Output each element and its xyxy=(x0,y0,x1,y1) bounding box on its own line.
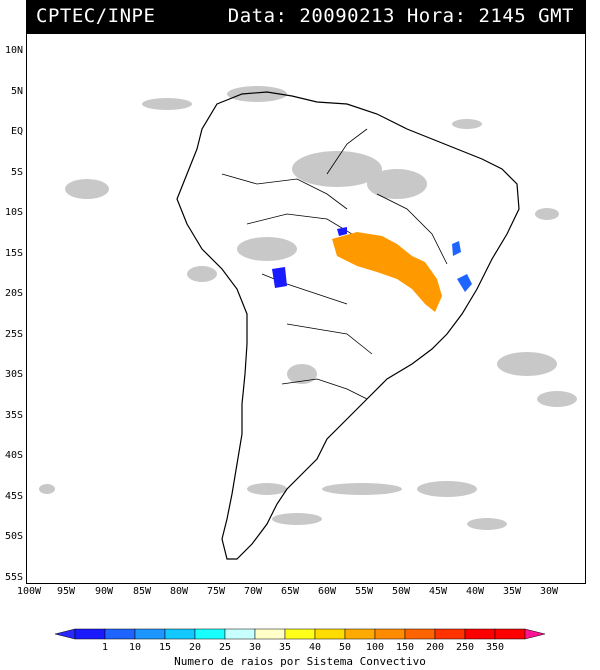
lat-tick: 45S xyxy=(4,491,23,502)
lon-tick: 30W xyxy=(540,586,559,597)
lon-tick: 75W xyxy=(207,586,226,597)
storm-cell-navy-2 xyxy=(337,227,347,236)
legend-label: 1 xyxy=(102,642,108,653)
legend-swatch xyxy=(74,628,106,640)
lat-tick: 10S xyxy=(4,207,23,218)
lon-tick: 45W xyxy=(429,586,448,597)
lat-tick: 35S xyxy=(4,410,23,421)
lat-tick: 40S xyxy=(4,450,23,461)
lon-tick: 55W xyxy=(355,586,374,597)
lon-tick: 40W xyxy=(466,586,485,597)
legend-label: 20 xyxy=(189,642,201,653)
lat-tick: 20S xyxy=(4,288,23,299)
legend-title: Numero de raios por Sistema Convectivo xyxy=(174,655,426,668)
legend-label: 50 xyxy=(339,642,351,653)
storm-cell-orange xyxy=(332,232,442,312)
legend-swatch xyxy=(104,628,136,640)
south-america-coastline xyxy=(176,91,520,560)
lon-tick: 90W xyxy=(95,586,114,597)
legend-swatch xyxy=(464,628,496,640)
lat-tick: 55S xyxy=(4,572,23,583)
lat-labels: 10N 5N EQ 5S 10S 15S 20S 25S 30S 35S 40S… xyxy=(0,33,26,584)
legend-swatch xyxy=(404,628,436,640)
lon-tick: 70W xyxy=(244,586,263,597)
lon-tick: 50W xyxy=(392,586,411,597)
legend-label: 40 xyxy=(309,642,321,653)
legend-swatch xyxy=(374,628,406,640)
lon-tick: 60W xyxy=(318,586,337,597)
legend-swatch xyxy=(254,628,286,640)
map-canvas: 10N xyxy=(39,86,577,560)
legend-labels: 1 10 15 20 25 30 35 40 50 100 150 200 250 350 xyxy=(102,642,504,653)
lon-tick: 85W xyxy=(133,586,152,597)
legend-swatch xyxy=(134,628,166,640)
legend-swatch xyxy=(314,628,346,640)
legend-swatch xyxy=(194,628,226,640)
legend-swatch xyxy=(344,628,376,640)
legend-label: 100 xyxy=(366,642,384,653)
cloud-cover xyxy=(39,86,577,530)
storm-cells xyxy=(272,227,472,312)
colorbar-legend: 1 10 15 20 25 30 35 40 50 100 150 200 250 350 xyxy=(55,628,545,653)
legend-label: 35 xyxy=(279,642,291,653)
legend-arrow-high xyxy=(524,628,545,640)
legend-swatch xyxy=(494,628,526,640)
map-panel: 10N xyxy=(26,33,586,584)
legend-label: 30 xyxy=(249,642,261,653)
lon-tick: 35W xyxy=(503,586,522,597)
legend-swatches xyxy=(55,628,545,640)
title-bar: CPTEC/INPE Data: 20090213 Hora: 2145 GMT xyxy=(26,0,586,33)
lat-tick: 10N xyxy=(4,45,23,56)
storm-cell-blue xyxy=(457,274,472,292)
lon-tick: 95W xyxy=(57,586,76,597)
lat-tick: 5S xyxy=(10,167,23,178)
legend-arrow-low xyxy=(55,628,76,640)
lat-tick: 30S xyxy=(4,369,23,380)
legend-swatch xyxy=(224,628,256,640)
lon-tick: 80W xyxy=(170,586,189,597)
agency-label: CPTEC/INPE xyxy=(36,5,156,27)
legend-label: 350 xyxy=(486,642,504,653)
storm-cell-navy xyxy=(272,267,287,288)
legend-swatch xyxy=(434,628,466,640)
storm-cell-blue-2 xyxy=(452,241,461,256)
legend-swatch xyxy=(284,628,316,640)
lat-tick: 15S xyxy=(4,248,23,259)
date-time-label: Data: 20090213 Hora: 2145 GMT xyxy=(227,5,574,27)
legend-label: 25 xyxy=(219,642,231,653)
legend-label: 150 xyxy=(396,642,414,653)
legend-label: 10 xyxy=(129,642,141,653)
lat-tick: EQ xyxy=(10,126,23,137)
lat-tick: 50S xyxy=(4,531,23,542)
lon-tick: 100W xyxy=(17,586,42,597)
legend-label: 15 xyxy=(159,642,171,653)
legend-label: 200 xyxy=(426,642,444,653)
lon-tick: 65W xyxy=(281,586,300,597)
lat-tick: 25S xyxy=(4,329,23,340)
country-borders xyxy=(221,128,448,400)
lon-labels: 100W 95W 90W 85W 80W 75W 70W 65W 60W 55W… xyxy=(0,586,600,600)
lat-tick: 5N xyxy=(10,86,23,97)
legend-label: 250 xyxy=(456,642,474,653)
legend-swatch xyxy=(164,628,196,640)
